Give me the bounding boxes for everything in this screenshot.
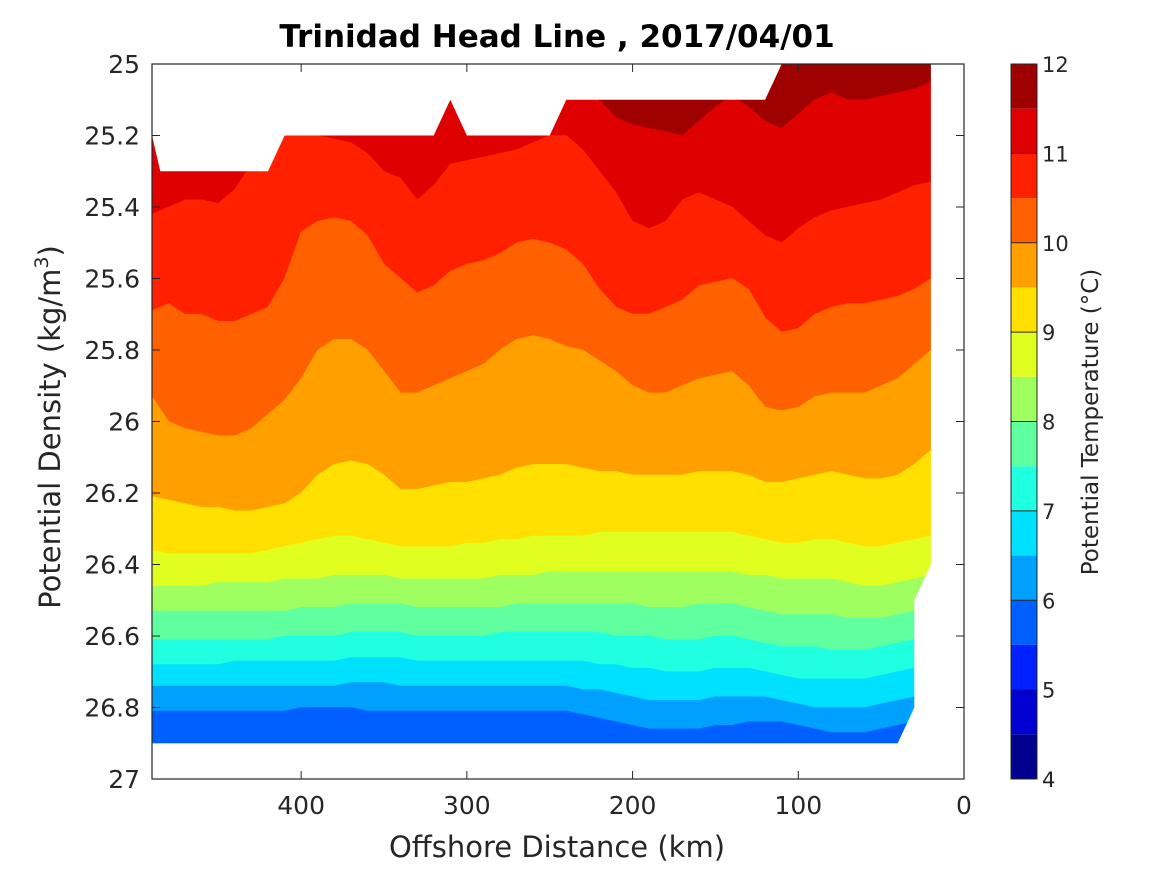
colorbar-ticks: 4 5 6 7 8 9 10 11 12 <box>1011 53 1069 792</box>
y-tick-label: 25 <box>108 50 140 79</box>
colorbar-segment <box>1011 600 1037 645</box>
colorbar-segment <box>1011 689 1037 735</box>
colorbar-tick-label: 6 <box>1042 589 1055 613</box>
colorbar-tick-label: 8 <box>1042 411 1055 435</box>
y-tick-label: 25.6 <box>84 265 140 294</box>
colorbar <box>1011 64 1037 779</box>
x-tick-label: 100 <box>774 791 822 820</box>
y-tick-label: 26.6 <box>84 622 140 651</box>
colorbar-segment <box>1011 644 1037 690</box>
y-axis-label-text: Potential Density (kg/m <box>33 269 67 609</box>
x-tick-label: 300 <box>443 791 491 820</box>
y-tick-label: 25.2 <box>84 122 140 151</box>
y-tick-label: 27 <box>108 765 140 794</box>
colorbar-segment <box>1011 64 1037 109</box>
colorbar-segment <box>1011 153 1037 199</box>
y-tick-label: 26.8 <box>84 694 140 723</box>
y-axis: 25 25.2 25.4 25.6 25.8 26 26.2 26.4 26.6 26.8 27 <box>84 50 964 794</box>
colorbar-segment <box>1011 287 1037 333</box>
colorbar-segment <box>1011 198 1037 243</box>
x-axis-label: Offshore Distance (km) <box>389 830 725 864</box>
x-tick-label: 200 <box>609 791 657 820</box>
x-tick-label: 0 <box>956 791 972 820</box>
y-axis-label-close: ) <box>33 245 67 256</box>
colorbar-segment <box>1011 555 1037 601</box>
colorbar-label: Potential Temperature (°C) <box>1078 269 1104 576</box>
y-tick-label: 26 <box>108 408 140 437</box>
colorbar-tick-label: 12 <box>1042 53 1069 77</box>
colorbar-segment <box>1011 421 1037 467</box>
temperature-bands <box>152 64 931 744</box>
colorbar-tick-label: 9 <box>1042 321 1055 345</box>
colorbar-tick-label: 4 <box>1042 768 1055 792</box>
colorbar-tick-label: 10 <box>1042 232 1069 256</box>
colorbar-segment <box>1011 510 1037 556</box>
x-tick-label: 400 <box>277 791 325 820</box>
colorbar-tick-label: 5 <box>1042 679 1055 703</box>
colorbar-segment <box>1011 376 1037 422</box>
colorbar-segment <box>1011 466 1037 511</box>
x-axis: 400 300 200 100 0 <box>277 64 972 820</box>
colorbar-tick-label: 7 <box>1042 500 1055 524</box>
colorbar-segment <box>1011 108 1037 154</box>
y-axis-label: Potential Density (kg/m3) <box>31 245 67 609</box>
colorbar-segment <box>1011 242 1037 288</box>
y-tick-label: 26.2 <box>84 479 140 508</box>
y-axis-label-superscript: 3 <box>31 256 53 268</box>
chart-title: Trinidad Head Line , 2017/04/01 <box>279 19 834 55</box>
colorbar-tick-label: 11 <box>1042 142 1069 166</box>
y-tick-label: 25.4 <box>84 193 140 222</box>
y-tick-label: 25.8 <box>84 336 140 365</box>
y-tick-label: 26.4 <box>84 551 140 580</box>
colorbar-segment <box>1011 332 1037 377</box>
colorbar-segment <box>1011 734 1037 779</box>
